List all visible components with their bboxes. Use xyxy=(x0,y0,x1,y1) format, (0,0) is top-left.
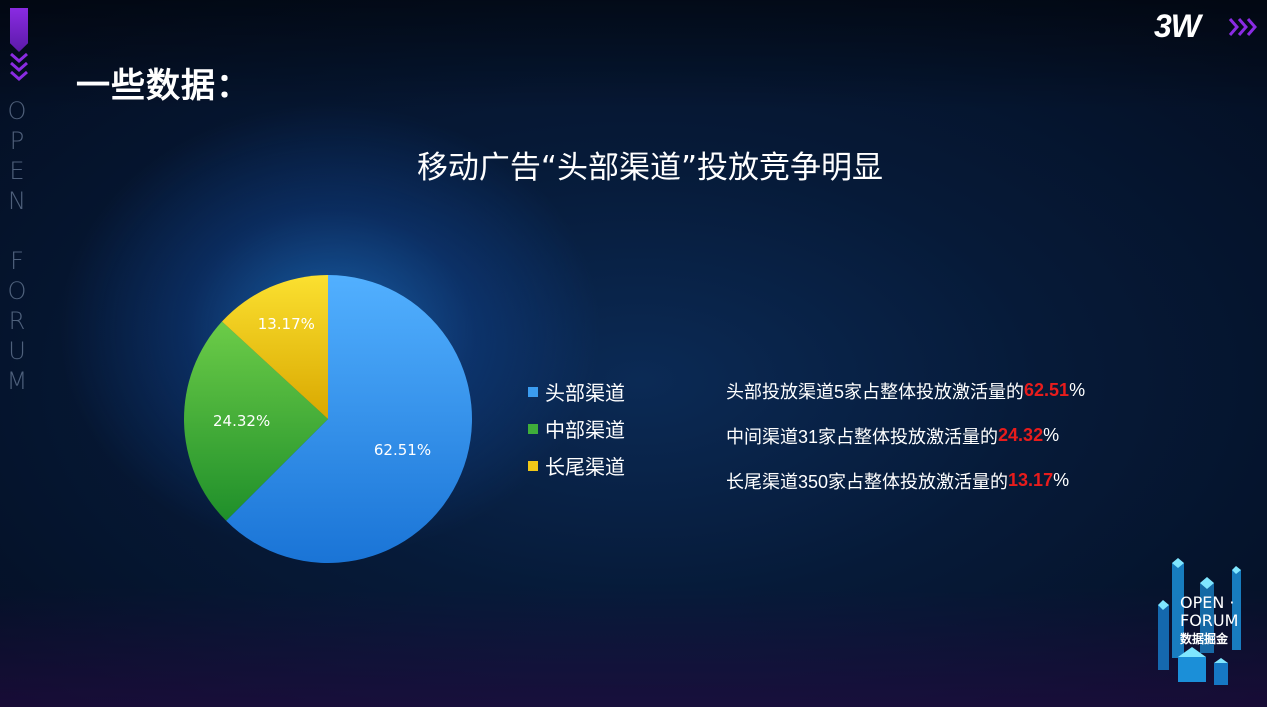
note-highlight-value: 24.32 xyxy=(998,425,1044,445)
legend-label: 长尾渠道 xyxy=(545,457,625,479)
pie-slice-label: 24.32% xyxy=(213,412,270,430)
legend-item: 中部渠道 xyxy=(528,410,625,447)
side-accent-bar xyxy=(10,8,28,52)
legend-swatch xyxy=(528,460,538,471)
pie-slice xyxy=(184,321,328,521)
page-title: 一些数据： xyxy=(76,67,251,105)
side-text-letter: P xyxy=(9,127,25,155)
brand-logo-3w: 3W xyxy=(1154,8,1201,44)
side-text-letter: R xyxy=(8,307,26,335)
side-text-letter: O xyxy=(7,277,27,305)
note-text: 中间渠道31家占整体投放激活量的 xyxy=(726,426,999,447)
note-highlight-value: 13.17 xyxy=(1008,470,1054,490)
legend-item: 长尾渠道 xyxy=(528,447,625,484)
legend-swatch xyxy=(528,423,538,434)
notes-panel: 头部投放渠道5家占整体投放激活量的 62.51% 中间渠道31家占整体投放激活量的 2… xyxy=(726,368,1085,503)
note-line: 中间渠道31家占整体投放激活量的 24.32% xyxy=(726,413,1085,458)
open-forum-logo xyxy=(1158,558,1241,685)
pie-chart: 62.51% 24.32% 13.17% xyxy=(184,275,472,563)
pie-slice xyxy=(226,275,472,563)
brand-chevron-right-icon xyxy=(1228,18,1257,36)
legend-label: 头部渠道 xyxy=(545,383,625,405)
chart-legend: 头部渠道中部渠道长尾渠道 xyxy=(528,373,625,484)
logo-text: OPEN · FORUM 数据掘金 xyxy=(1180,594,1238,648)
note-text: 长尾渠道350家占整体投放激活量的 xyxy=(726,471,1009,492)
pie-slice-label: 13.17% xyxy=(258,315,315,333)
note-text: 头部投放渠道5家占整体投放激活量的 xyxy=(726,381,1025,402)
legend-item: 头部渠道 xyxy=(528,373,625,410)
top-shade xyxy=(0,0,1267,110)
chart-title: 移动广告“头部渠道”投放竞争明显 xyxy=(416,150,884,186)
note-suffix: % xyxy=(1053,470,1070,490)
side-text-letter: F xyxy=(10,247,24,275)
logo-line-subtitle: 数据掘金 xyxy=(1180,632,1229,646)
side-text-letter: N xyxy=(8,187,26,215)
pie-slice-label: 62.51% xyxy=(374,441,431,459)
legend-label: 中部渠道 xyxy=(545,420,625,442)
side-text-letter: O xyxy=(7,97,27,125)
side-text-letter xyxy=(4,216,30,246)
side-text-letter: M xyxy=(6,367,28,395)
note-suffix: % xyxy=(1043,425,1060,445)
legend-swatch xyxy=(528,386,538,397)
note-highlight-value: 62.51 xyxy=(1024,380,1070,400)
note-line: 头部投放渠道5家占整体投放激活量的 62.51% xyxy=(726,368,1085,413)
side-text-letter: E xyxy=(9,157,25,185)
logo-line-forum: FORUM xyxy=(1180,611,1239,630)
logo-line-open: OPEN · xyxy=(1180,593,1235,612)
bottom-glow xyxy=(0,587,1267,707)
note-suffix: % xyxy=(1069,380,1086,400)
side-text-letter: U xyxy=(8,337,26,365)
pie-slice xyxy=(221,275,328,419)
note-line: 长尾渠道350家占整体投放激活量的 13.17% xyxy=(726,458,1085,503)
side-chevron-down-icon xyxy=(10,52,28,81)
